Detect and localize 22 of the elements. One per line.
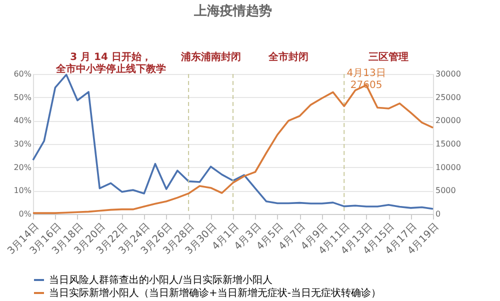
y2-tick-label: 10000: [436, 162, 461, 172]
y-tick-label: 60%: [14, 70, 32, 78]
y-tick-label: 30%: [14, 140, 32, 148]
y2-tick-label: 5000: [436, 186, 456, 196]
y-tick-label: 0%: [18, 210, 32, 218]
y-tick-label: 10%: [14, 186, 32, 196]
legend-label: 当日实际新增小阳人（当日新增确诊+当日新增无症状-当日无症状转确诊）: [49, 287, 381, 299]
y-tick-label: 50%: [14, 92, 32, 102]
y2-tick-label: 25000: [436, 92, 461, 102]
text: 三区管理: [368, 51, 409, 63]
chart-title: 上海疫情趋势: [193, 3, 272, 19]
y2-tick-label: 30000: [436, 70, 461, 78]
y2-tick-label: 15000: [436, 140, 461, 148]
text: 浦东浦南封闭: [180, 51, 241, 63]
y2-tick-label: 20000: [436, 116, 461, 126]
text: 全市封闭: [268, 51, 309, 63]
data-label: 4月13日 27605: [346, 68, 386, 92]
annotation: 3 月 14 日开始，全市中小学停止线下教学: [54, 51, 166, 75]
y-tick-label: 40%: [14, 116, 32, 126]
y-tick-label: 20%: [14, 162, 32, 172]
legend-label: 当日风险人群筛查出的小阳人/当日实际新增小阳人: [49, 274, 272, 286]
y2-tick-label: 0: [436, 210, 441, 218]
